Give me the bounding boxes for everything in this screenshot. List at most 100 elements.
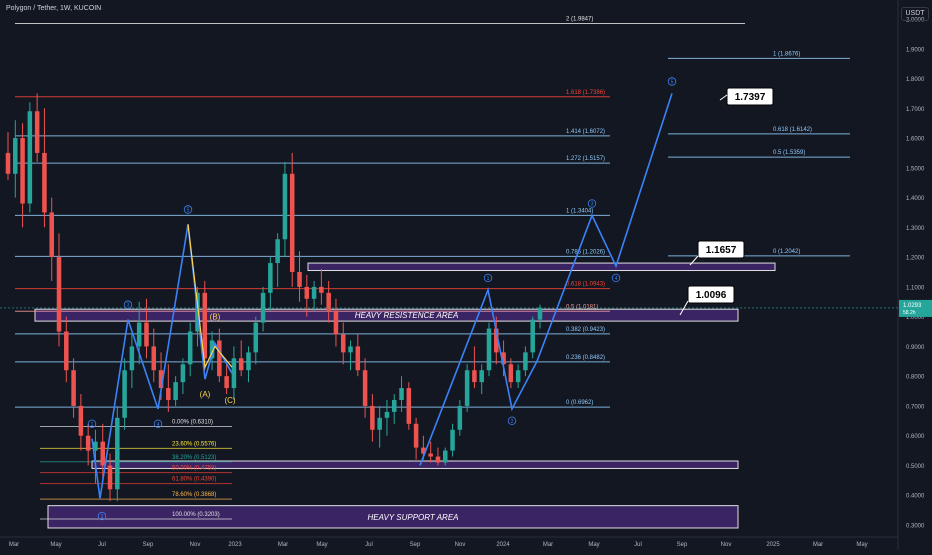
fib-label: 0.618 (1.0943) <box>566 282 605 288</box>
candle-body <box>282 173 288 240</box>
zone-box <box>47 505 739 529</box>
y-tick-label: 0.8000 <box>906 375 925 381</box>
candle-body <box>370 405 375 430</box>
candle-body <box>421 447 426 454</box>
candle-body <box>129 346 135 371</box>
candle-body <box>464 370 470 406</box>
y-tick-label: 1.4000 <box>906 196 925 202</box>
candle-body <box>71 370 76 406</box>
wave-label-circle <box>483 273 493 283</box>
candle-body <box>457 405 463 430</box>
fib-label: 0 (1.2042) <box>773 249 800 255</box>
y-tick-label: 0.3000 <box>906 524 925 530</box>
y-tick-label: 0.7000 <box>906 404 925 410</box>
candle-body <box>311 286 317 299</box>
candle-body <box>49 212 54 258</box>
candle-body <box>5 152 11 174</box>
fib-label: 0.382 (0.9423) <box>566 327 605 333</box>
retracement-label: 23.60% (0.5576) <box>172 441 216 447</box>
x-tick-label: Sep <box>410 542 421 548</box>
candle-body <box>238 358 244 371</box>
y-tick-label: 1.7000 <box>906 107 925 113</box>
candle-body <box>435 456 441 463</box>
candle-body <box>501 352 506 365</box>
candle-body <box>450 429 455 451</box>
candle-body <box>479 370 484 383</box>
candle-body <box>78 405 84 436</box>
current-price-tag <box>899 299 932 317</box>
fib-label: 1.618 (1.7386) <box>566 90 605 96</box>
wave-label: 1 <box>91 422 94 428</box>
retracement-label: 100.00% (0.3203) <box>172 512 220 518</box>
target-callout-leader <box>719 94 728 101</box>
target-callout-label: 1.7397 <box>735 92 766 103</box>
candle-body <box>384 411 390 418</box>
x-tick-label: Jul <box>365 542 373 548</box>
candle-body <box>136 322 142 347</box>
wave-label-circle <box>507 416 517 426</box>
candle-body <box>93 441 98 451</box>
candle-body <box>246 352 251 371</box>
x-tick-label: 2025 <box>766 542 780 548</box>
zone-box <box>91 460 739 469</box>
wave-label: 3 <box>591 202 594 208</box>
wave-label: 4 <box>615 276 618 282</box>
wave-label-circle <box>97 511 107 521</box>
x-tick-label: Nov <box>455 542 466 548</box>
candle-body <box>20 138 25 204</box>
y-tick-label: 0.9000 <box>906 345 925 351</box>
wave-label-circle <box>153 419 163 428</box>
y-tick-label: 1.3000 <box>906 226 925 232</box>
fib-label: 0.236 (0.8482) <box>566 355 605 361</box>
y-tick-label: 1.2000 <box>906 256 925 262</box>
candle-body <box>377 417 382 430</box>
elliott-wave-path <box>419 93 673 466</box>
y-tick-label: 0.6000 <box>906 434 925 440</box>
candle-body <box>56 257 62 332</box>
candle-body <box>115 417 120 490</box>
candle-body <box>530 319 535 353</box>
candle-body <box>122 370 127 418</box>
candle-body <box>166 388 171 400</box>
retracement-label: 61.80% (0.4390) <box>172 477 216 483</box>
x-tick-label: Sep <box>677 542 688 548</box>
wave-label: 5 <box>187 207 190 213</box>
abc-correction-path <box>187 224 233 370</box>
x-tick-label: Sep <box>143 542 154 548</box>
symbol-title: Polygon / Tether, 1W, KUCOIN <box>6 5 102 12</box>
candle-body <box>333 310 339 335</box>
target-callout-label: 1.1657 <box>706 245 737 256</box>
candle-body <box>472 370 477 383</box>
candle-body <box>406 388 412 424</box>
candle-body <box>173 382 178 400</box>
wave-label-circle <box>183 205 193 214</box>
x-tick-label: Jul <box>634 542 642 548</box>
candle-body <box>253 322 259 353</box>
y-tick-label: 1.1000 <box>906 285 925 291</box>
candle-body <box>209 340 215 359</box>
abc-label: (B) <box>210 313 221 322</box>
target-callout-box <box>697 240 745 259</box>
wave-label-circle <box>87 419 97 428</box>
x-tick-label: May <box>856 542 867 548</box>
x-tick-label: 2024 <box>496 542 510 548</box>
fib-label: 2 (1.9847) <box>566 17 593 23</box>
candle-body <box>297 272 302 287</box>
x-tick-label: May <box>316 542 327 548</box>
currency-button[interactable]: USDT <box>901 7 929 21</box>
fib-label: 1 (1.3404) <box>566 208 593 214</box>
y-tick-label: 1.6000 <box>906 137 925 143</box>
candle-body <box>326 292 331 311</box>
y-tick-label: 0.5000 <box>906 464 925 470</box>
candle-body <box>486 328 492 371</box>
candle-body <box>268 263 273 293</box>
wave-label: 1 <box>487 276 490 282</box>
candle-body <box>260 292 266 323</box>
candle-body <box>348 346 353 353</box>
candle-body <box>289 173 295 272</box>
wave-label-circle <box>611 273 621 283</box>
retracement-label: 78.60% (0.3868) <box>172 492 216 498</box>
target-callout-label: 1.0096 <box>696 290 727 301</box>
